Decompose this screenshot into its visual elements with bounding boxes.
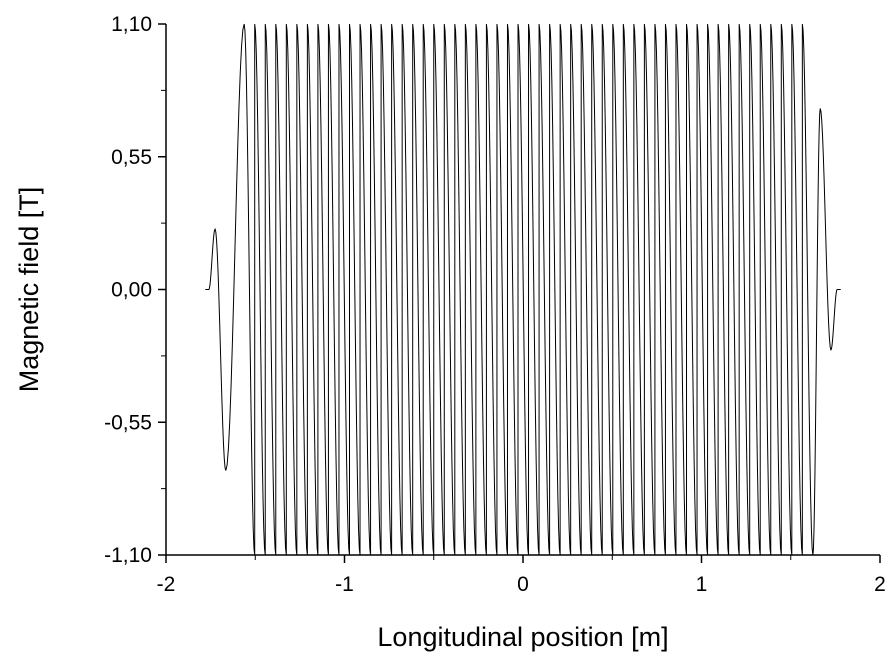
y-tick-label: -0,55 bbox=[104, 411, 152, 434]
y-axis-ticks bbox=[158, 23, 166, 556]
y-axis-minor-ticks bbox=[161, 89, 166, 490]
x-tick-label: 1 bbox=[696, 573, 708, 596]
x-axis-minor-ticks bbox=[254, 555, 792, 560]
y-tick-label: 1,10 bbox=[111, 13, 152, 36]
x-axis-title: Longitudinal position [m] bbox=[377, 622, 668, 652]
y-tick-label: 0,00 bbox=[111, 279, 152, 302]
x-axis-ticks bbox=[165, 555, 881, 563]
magnetic-field-series-line bbox=[205, 23, 841, 556]
x-tick-label: -1 bbox=[335, 573, 354, 596]
y-tick-label: 0,55 bbox=[111, 146, 152, 169]
x-tick-label: 2 bbox=[874, 573, 886, 596]
x-axis-tick-labels: -2 -1 0 1 2 bbox=[157, 573, 886, 596]
x-tick-label: -2 bbox=[157, 573, 176, 596]
y-axis-tick-labels: -1,10 -0,55 0,00 0,55 1,10 bbox=[104, 13, 152, 567]
y-tick-label: -1,10 bbox=[104, 544, 152, 567]
x-tick-label: 0 bbox=[517, 573, 529, 596]
y-axis-title: Magnetic field [T] bbox=[14, 187, 44, 393]
